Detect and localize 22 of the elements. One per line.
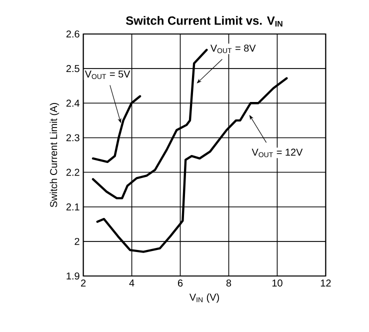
y-axis-title: Switch Current Limit (A) bbox=[50, 103, 60, 208]
x-tick-label: 8 bbox=[226, 280, 232, 287]
annotation: V$_{OUT}$ = 8V bbox=[210, 44, 256, 54]
x-tick-label: 6 bbox=[178, 280, 183, 287]
y-tick-label: 2.2 bbox=[66, 168, 80, 176]
line-series bbox=[92, 95, 142, 164]
y-tick-label: 1.9 bbox=[66, 272, 80, 280]
annotation: V$_{OUT}$ = 5V bbox=[84, 70, 130, 79]
x-tick-label: 10 bbox=[272, 280, 282, 287]
x-tick-label: 4 bbox=[129, 280, 134, 286]
y-tick-label: 2 bbox=[74, 238, 80, 245]
y-tick-label: 2.3 bbox=[66, 134, 80, 142]
y-tick-label: 2.1 bbox=[66, 203, 80, 210]
y-tick-label: 2.4 bbox=[66, 100, 80, 107]
annotation: V$_{OUT}$ = 12V bbox=[252, 148, 303, 158]
x-axis-title: V$_{IN}$ (V) bbox=[189, 293, 219, 303]
y-tick-label: 2.5 bbox=[66, 65, 80, 72]
line-series bbox=[92, 48, 208, 200]
x-tick-label: 2 bbox=[81, 280, 86, 286]
y-tick-label: 2.6 bbox=[66, 30, 80, 38]
x-tick-label: 12 bbox=[320, 280, 331, 286]
chart-title: Switch Current Limit vs. V$_{IN}$ bbox=[126, 16, 282, 26]
